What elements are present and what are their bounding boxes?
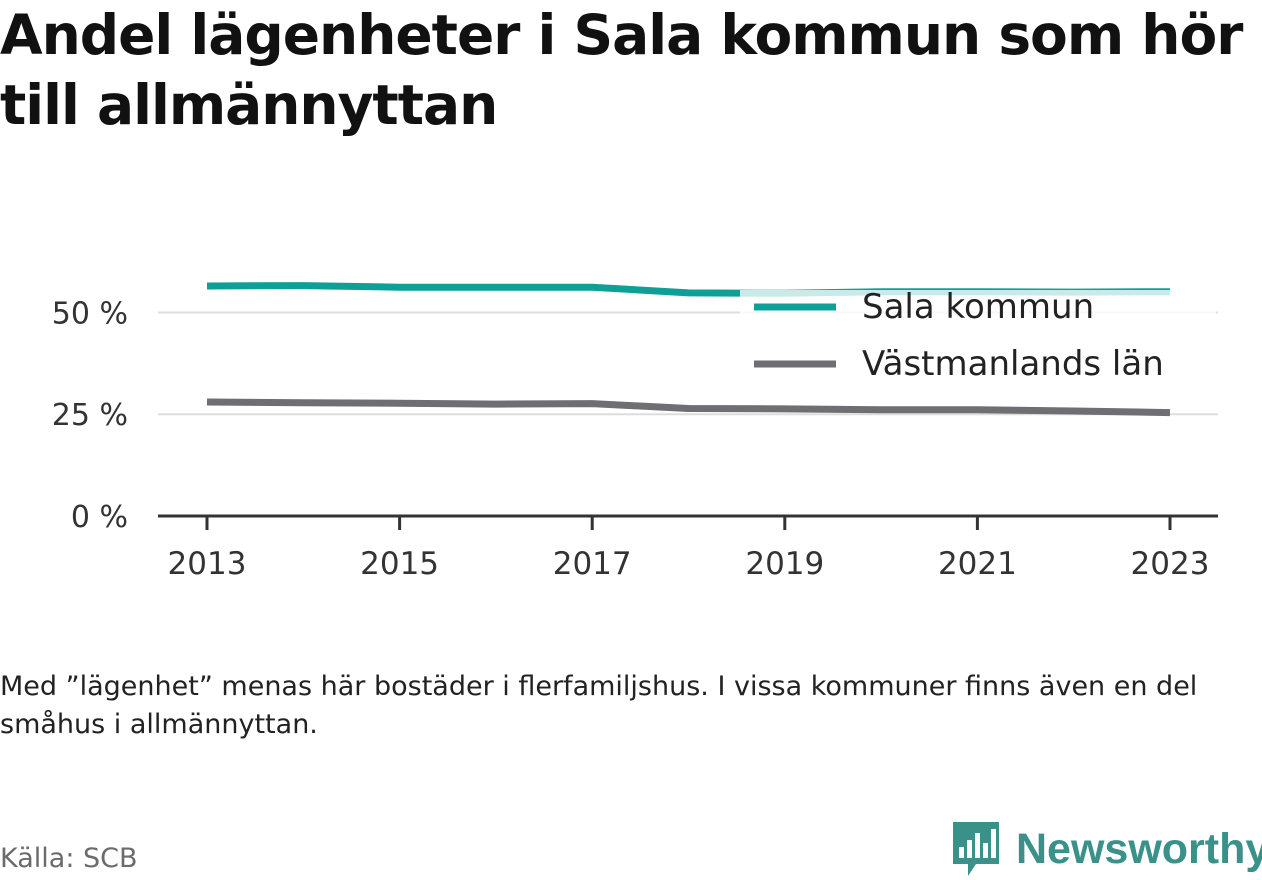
brand-name: Newsworthy xyxy=(1016,824,1262,873)
series-line-1 xyxy=(206,398,1171,417)
x-tick-label: 2019 xyxy=(745,546,824,582)
y-tick-label: 50 % xyxy=(52,296,128,331)
x-tick-label: 2017 xyxy=(553,546,632,582)
x-tick-label: 2015 xyxy=(360,546,439,582)
source-credit: Källa: SCB xyxy=(0,843,138,874)
x-tick-label: 2021 xyxy=(938,546,1017,582)
x-axis: 2013 2015 2017 2019 2021 2023 xyxy=(158,514,1218,582)
legend-label: Sala kommun xyxy=(862,287,1094,327)
chart-title: Andel lägenheter i Sala kommun som hör t… xyxy=(0,3,1243,137)
legend: Sala kommun Västmanlands län xyxy=(740,287,1216,392)
brand-logo-lockup: Newsworthy xyxy=(950,818,1262,880)
legend-label: Västmanlands län xyxy=(862,344,1164,384)
x-tick-label: 2023 xyxy=(1131,546,1210,582)
y-tick-label: 25 % xyxy=(52,398,128,433)
bar-chart-speech-bubble-icon xyxy=(953,822,999,876)
y-tick-label: 0 % xyxy=(71,500,128,535)
y-axis-labels: 0 % 25 % 50 % xyxy=(52,296,128,535)
x-tick-label: 2013 xyxy=(168,546,247,582)
footnote: Med ”lägenhet” menas här bostäder i fler… xyxy=(0,671,1198,740)
